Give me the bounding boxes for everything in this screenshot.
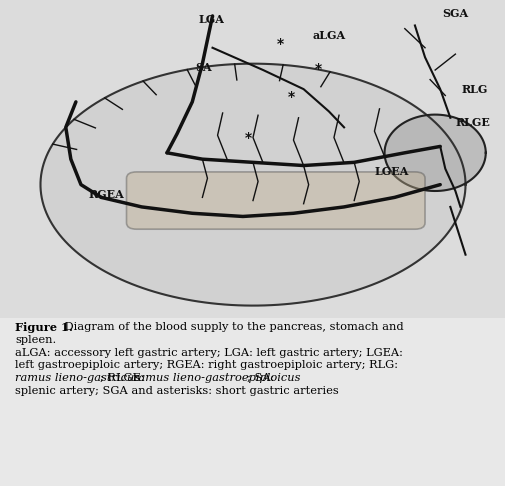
Text: splenic artery; SGA and asterisks: short gastric arteries: splenic artery; SGA and asterisks: short…	[15, 386, 338, 396]
Text: Diagram of the blood supply to the pancreas, stomach and: Diagram of the blood supply to the pancr…	[61, 322, 403, 332]
Text: aLGA: aLGA	[312, 30, 345, 41]
Text: *: *	[277, 37, 284, 51]
Text: RLGE: RLGE	[454, 117, 489, 128]
FancyBboxPatch shape	[126, 172, 424, 229]
Text: *: *	[244, 132, 251, 145]
Text: SGA: SGA	[442, 8, 468, 19]
Text: Figure 1.: Figure 1.	[15, 322, 73, 333]
Text: left gastroepiploic artery; RGEA: right gastroepiploic artery; RLG:: left gastroepiploic artery; RGEA: right …	[15, 361, 397, 370]
Text: ramus lieno-gastricus: ramus lieno-gastricus	[15, 373, 140, 383]
Text: RGEA: RGEA	[88, 190, 124, 200]
Text: RLG: RLG	[461, 85, 487, 95]
Polygon shape	[40, 64, 465, 306]
Text: LGEA: LGEA	[374, 167, 408, 177]
Text: spleen.: spleen.	[15, 335, 57, 345]
Polygon shape	[384, 115, 485, 191]
Text: aLGA: accessory left gastric artery; LGA: left gastric artery; LGEA:: aLGA: accessory left gastric artery; LGA…	[15, 348, 402, 358]
Text: LGA: LGA	[198, 14, 224, 25]
Text: ; SA:: ; SA:	[246, 373, 273, 383]
Text: SA: SA	[194, 62, 211, 73]
Text: ; RLGE:: ; RLGE:	[100, 373, 148, 383]
Text: ramus lieno-gastroepiploicus: ramus lieno-gastroepiploicus	[133, 373, 300, 383]
Text: *: *	[287, 90, 294, 104]
Text: *: *	[315, 62, 322, 76]
